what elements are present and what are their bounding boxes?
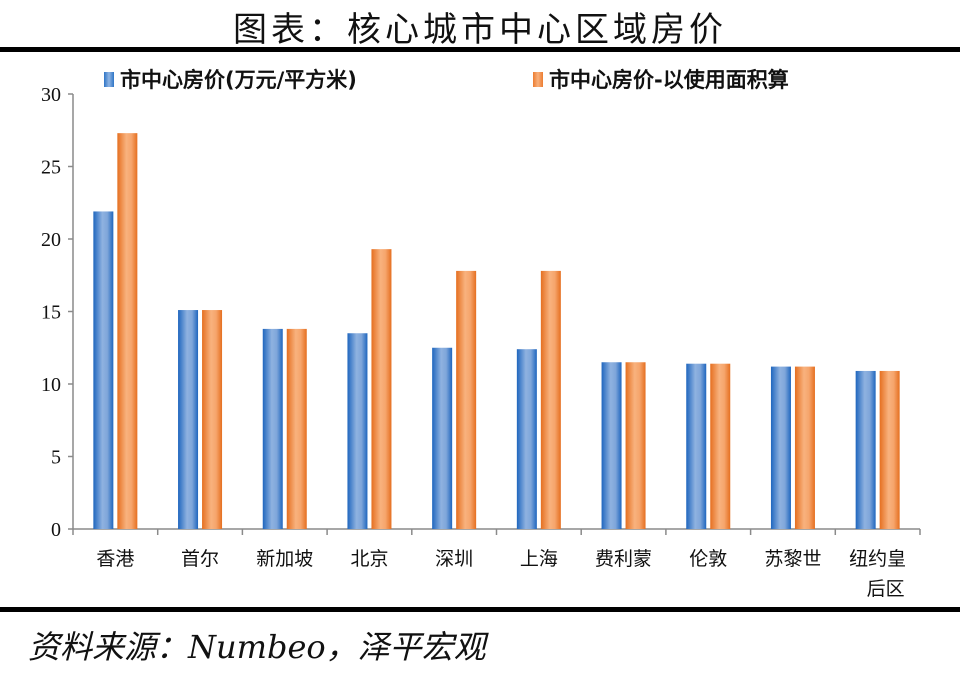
bottom-divider (0, 607, 960, 612)
bar-blue (686, 363, 707, 529)
bar-blue (770, 366, 791, 529)
bar-blue (178, 310, 199, 529)
bar-orange (794, 366, 815, 529)
legend-item-orange: 市中心房价-以使用面积算 (533, 64, 789, 94)
legend-item-blue: 市中心房价(万元/平方米) (104, 64, 357, 94)
bar-blue (262, 328, 283, 529)
y-tick-label: 0 (51, 519, 61, 541)
bar-orange (117, 133, 138, 529)
bar-blue (347, 333, 368, 529)
x-tick-label: 上海 (520, 548, 558, 570)
bar-orange (540, 270, 561, 529)
y-tick-label: 10 (41, 374, 61, 396)
y-tick-label: 25 (41, 157, 61, 179)
x-tick-label: 苏黎世 (764, 548, 821, 570)
y-tick-label: 5 (51, 447, 61, 469)
x-tick-label: 新加坡 (256, 548, 313, 570)
chart-bars (93, 133, 900, 529)
bar-orange (456, 270, 477, 529)
source-note: 资料来源：Numbeo，泽平宏观 (28, 628, 486, 666)
legend-swatch-orange-icon (533, 71, 543, 87)
bar-orange (286, 328, 307, 529)
bar-orange (625, 362, 646, 529)
x-tick-label: 费利蒙 (595, 548, 652, 570)
x-tick-label: 深圳 (435, 548, 473, 570)
top-divider (0, 47, 960, 52)
bar-blue (855, 370, 876, 529)
bar-orange (879, 370, 900, 529)
legend-label-blue: 市中心房价(万元/平方米) (120, 68, 357, 92)
bar-blue (432, 347, 453, 529)
x-tick-label: 纽约皇 (849, 548, 906, 570)
bar-blue (601, 362, 622, 529)
legend-label-orange: 市中心房价-以使用面积算 (549, 68, 789, 92)
bar-orange (371, 249, 392, 529)
bar-orange (710, 363, 731, 529)
x-tick-label: 伦敦 (689, 548, 727, 570)
bar-blue (516, 349, 537, 529)
y-tick-label: 15 (41, 302, 61, 324)
x-tick-label: 北京 (350, 548, 388, 570)
y-tick-label: 20 (41, 229, 61, 251)
x-tick-label: 后区 (867, 578, 905, 600)
x-tick-label: 首尔 (181, 548, 219, 570)
bar-blue (93, 211, 114, 529)
chart-title: 图表：核心城市中心区域房价 (233, 10, 727, 50)
y-tick-label: 30 (41, 84, 61, 106)
legend-swatch-blue-icon (104, 71, 114, 87)
x-tick-label: 香港 (96, 548, 134, 570)
bar-orange (202, 310, 223, 529)
